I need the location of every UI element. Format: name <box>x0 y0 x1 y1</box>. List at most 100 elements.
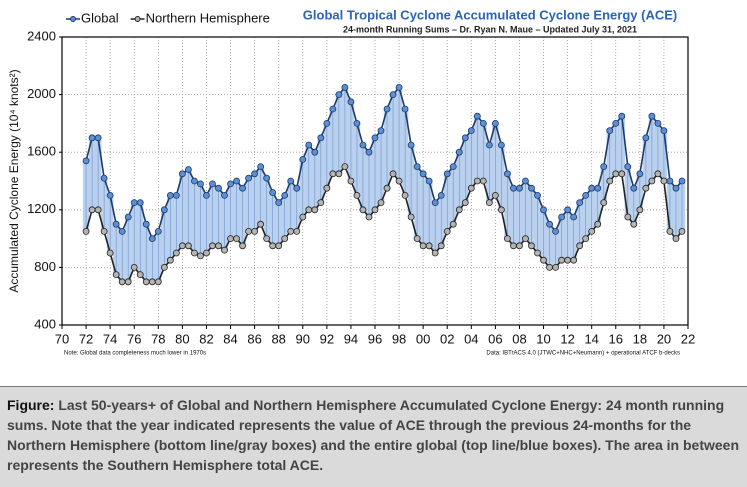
point <box>227 180 234 188</box>
point <box>546 263 553 271</box>
point <box>473 177 481 185</box>
point <box>359 141 367 149</box>
point <box>401 105 409 113</box>
point <box>564 256 572 264</box>
point <box>431 249 439 257</box>
point <box>479 120 487 127</box>
point <box>612 170 620 178</box>
point <box>510 242 517 250</box>
point <box>365 213 373 221</box>
point <box>630 220 638 228</box>
point <box>443 227 451 235</box>
point <box>395 177 403 185</box>
y-tick-label: 1600 <box>27 144 56 159</box>
point <box>582 191 590 199</box>
point <box>130 199 138 207</box>
point <box>606 177 614 185</box>
point <box>172 191 180 199</box>
point <box>299 155 307 163</box>
point <box>546 220 553 228</box>
point <box>467 184 475 192</box>
point <box>594 220 602 228</box>
point <box>221 246 228 254</box>
point <box>455 148 463 156</box>
point <box>504 235 511 243</box>
point <box>287 177 295 185</box>
point <box>227 235 234 243</box>
point <box>136 199 144 207</box>
point <box>353 191 361 199</box>
x-tick-label: 18 <box>633 331 647 346</box>
point <box>498 206 505 214</box>
x-tick-label: 74 <box>103 331 117 346</box>
x-tick-label: 96 <box>368 331 382 346</box>
point <box>395 84 403 91</box>
x-tick-label: 08 <box>512 331 526 346</box>
point <box>479 177 487 185</box>
point <box>600 199 608 207</box>
point <box>203 249 210 257</box>
point <box>666 227 674 235</box>
point <box>377 199 385 207</box>
point <box>311 148 319 156</box>
point <box>106 191 114 199</box>
point <box>678 227 686 235</box>
point <box>654 170 662 178</box>
point <box>251 227 259 235</box>
point <box>383 184 391 192</box>
point <box>407 141 415 149</box>
point <box>203 191 210 199</box>
point <box>136 271 144 279</box>
x-tick-label: 88 <box>271 331 285 346</box>
caption-text: Last 50-years+ of Global and Northern He… <box>7 397 740 473</box>
y-tick-label: 2000 <box>27 86 56 101</box>
point <box>263 235 271 243</box>
point <box>215 184 222 192</box>
point <box>88 206 96 214</box>
point <box>341 163 349 171</box>
point <box>588 184 596 192</box>
point <box>437 242 445 250</box>
chart-title: Global Tropical Cyclone Accumulated Cycl… <box>303 7 677 22</box>
point <box>275 242 283 250</box>
point <box>624 163 632 171</box>
y-axis-label: Accumulated Cyclone Energy (10⁴ knots²) <box>7 69 21 292</box>
point <box>106 249 114 257</box>
point <box>245 227 252 235</box>
point <box>88 134 96 142</box>
point <box>82 227 90 235</box>
point <box>413 163 421 171</box>
x-tick-label: 70 <box>55 331 69 346</box>
point <box>528 242 535 250</box>
y-tick-label: 1200 <box>27 201 56 216</box>
point <box>269 242 277 250</box>
point <box>648 112 656 120</box>
caption: Figure: Last 50-years+ of Global and Nor… <box>0 386 747 487</box>
point <box>233 177 240 185</box>
point <box>660 177 668 185</box>
point <box>498 141 505 149</box>
point <box>516 184 523 192</box>
point <box>251 170 259 178</box>
point <box>467 127 475 135</box>
point <box>552 263 559 271</box>
point <box>263 174 271 182</box>
point <box>257 220 265 228</box>
point <box>197 180 204 188</box>
point <box>672 184 680 192</box>
point <box>419 242 427 250</box>
point <box>160 263 168 271</box>
point <box>293 184 301 192</box>
y-tick-label: 400 <box>34 316 56 331</box>
point <box>100 174 108 182</box>
chart: Global Tropical Cyclone Accumulated Cycl… <box>7 7 695 356</box>
x-tick-label: 06 <box>488 331 502 346</box>
point <box>491 120 499 127</box>
point <box>528 184 535 192</box>
point <box>365 148 373 156</box>
x-tick-label: 10 <box>536 331 550 346</box>
point <box>576 242 584 250</box>
point <box>413 235 421 243</box>
point <box>383 105 391 113</box>
